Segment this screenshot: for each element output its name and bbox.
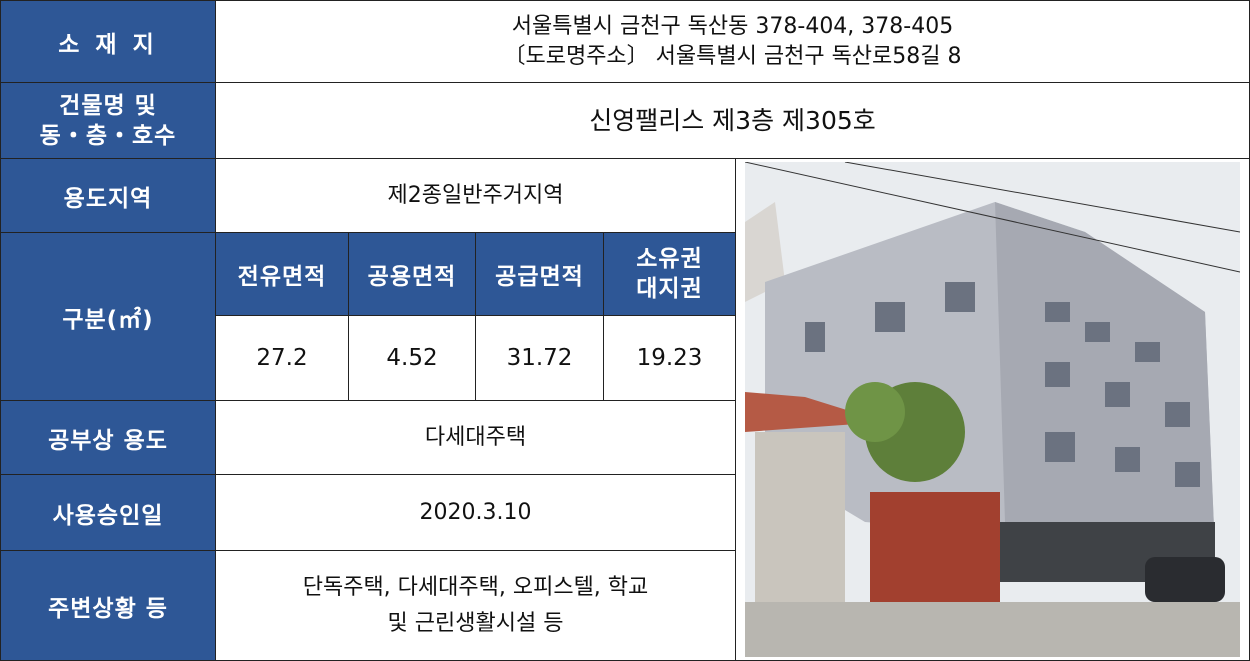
value-cell: 2020.3.10 [215, 474, 736, 551]
area-value: 27.2 [256, 343, 307, 373]
value-cell: 신영팰리스 제3층 제305호 [215, 82, 1250, 159]
surroundings-line: 및 근린생활시설 등 [388, 606, 564, 642]
label: 전유면적 [238, 257, 327, 291]
sub-header-cell: 공용면적 [348, 232, 476, 316]
address-line: 〔도로명주소〕 서울특별시 금천구 독산로58길 8 [503, 42, 961, 72]
label: 동・층・호수 [40, 121, 177, 151]
label: 공부상 용도 [48, 421, 168, 455]
label: 용도지역 [64, 179, 153, 213]
label: 공급면적 [495, 257, 584, 291]
surroundings-line: 단독주택, 다세대주택, 오피스텔, 학교 [303, 570, 649, 606]
label: 소유권 [636, 244, 702, 274]
label: 구분(㎡) [62, 300, 153, 334]
label: 공용면적 [368, 257, 457, 291]
label: 대지권 [636, 274, 702, 304]
area-value: 19.23 [637, 343, 703, 373]
page: {"address": {"label": "소 재 지", "lines": … [0, 0, 1250, 661]
header-cell: 건물명 및 동・층・호수 [0, 82, 216, 159]
area-value: 4.52 [386, 343, 437, 373]
value-cell: 제2종일반주거지역 [215, 158, 736, 233]
building-name: 신영팰리스 제3층 제305호 [589, 106, 876, 136]
header-cell: 사용승인일 [0, 474, 216, 551]
header-cell: 공부상 용도 [0, 400, 216, 475]
label: 건물명 및 [59, 91, 157, 121]
building-photo [745, 162, 1240, 657]
header-cell: 용도지역 [0, 158, 216, 233]
header-cell: 소 재 지 [0, 0, 216, 83]
sub-header-cell: 소유권 대지권 [603, 232, 736, 316]
label: 사용승인일 [53, 496, 164, 530]
sub-header-cell: 공급면적 [475, 232, 604, 316]
value-cell: 단독주택, 다세대주택, 오피스텔, 학교 및 근린생활시설 등 [215, 550, 736, 661]
sub-header-cell: 전유면적 [215, 232, 349, 316]
zoning-value: 제2종일반주거지역 [388, 181, 564, 211]
value-cell: 31.72 [475, 315, 604, 401]
header-cell: 주변상황 등 [0, 550, 216, 661]
use-value: 다세대주택 [425, 423, 526, 453]
value-cell: 4.52 [348, 315, 476, 401]
value-cell: 27.2 [215, 315, 349, 401]
address-line: 서울특별시 금천구 독산동 378-404, 378-405 [512, 12, 953, 42]
header-cell: 구분(㎡) [0, 232, 216, 401]
value-cell: 19.23 [603, 315, 736, 401]
area-value: 31.72 [507, 343, 573, 373]
value-cell: 서울특별시 금천구 독산동 378-404, 378-405 〔도로명주소〕 서… [215, 0, 1250, 83]
photo-cell [735, 158, 1250, 661]
label: 소 재 지 [58, 25, 158, 59]
date-value: 2020.3.10 [420, 498, 532, 528]
value-cell: 다세대주택 [215, 400, 736, 475]
label: 주변상황 등 [48, 589, 168, 623]
